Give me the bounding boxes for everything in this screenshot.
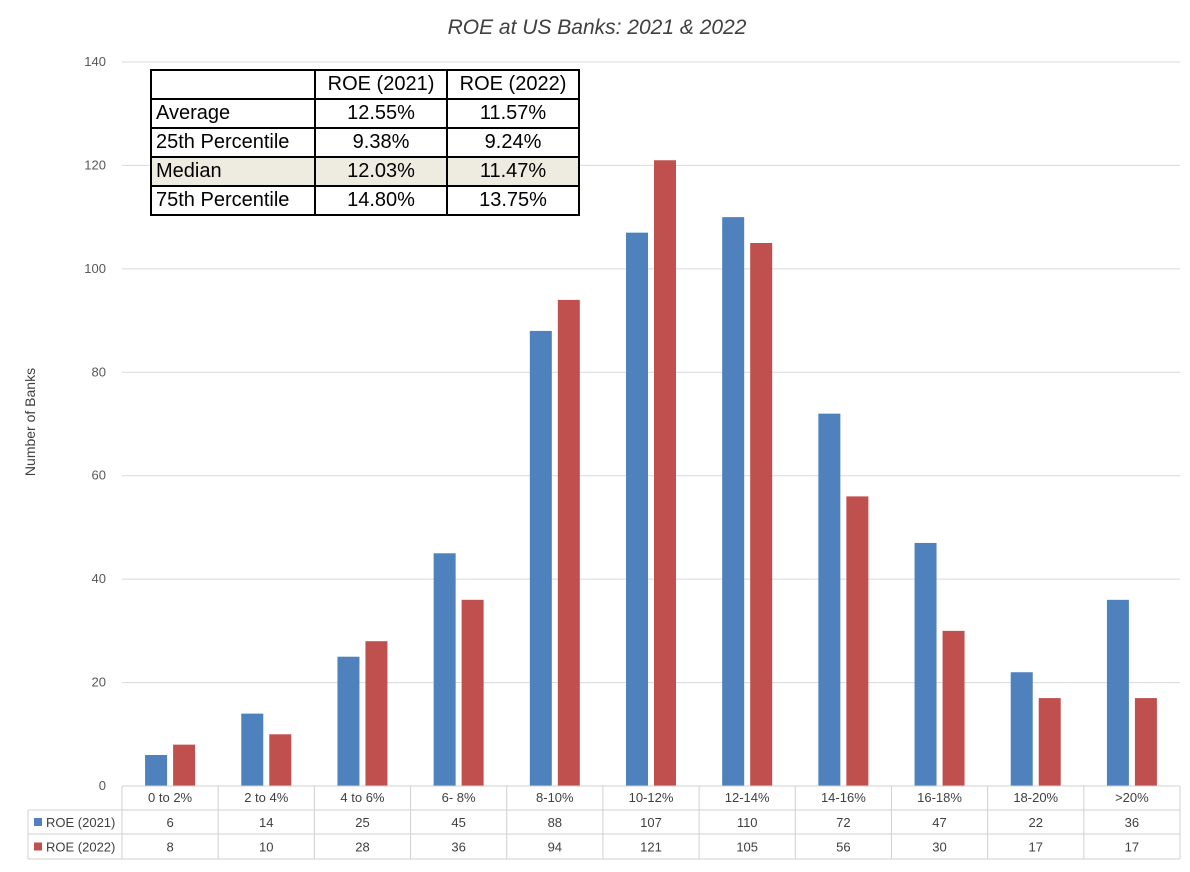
data-table-value: 8	[166, 840, 173, 855]
stats-row-median: Median 12.03% 11.47%	[150, 156, 580, 187]
legend-swatch-2022	[34, 842, 42, 851]
legend-swatch-2021	[34, 818, 42, 826]
data-table-value: 110	[737, 815, 758, 830]
bar-2021	[337, 656, 360, 786]
data-table-value: 10	[259, 840, 273, 855]
bar-2021	[1106, 599, 1129, 786]
x-tick-label: 10-12%	[629, 790, 674, 805]
y-tick-label: 80	[92, 364, 106, 379]
bar-2021	[529, 330, 552, 786]
stats-row-75th-percentile: 75th Percentile 14.80% 13.75%	[150, 185, 580, 216]
y-tick-label: 20	[92, 675, 106, 690]
bar-2022	[173, 744, 196, 786]
data-table-value: 45	[451, 815, 465, 830]
bar-2022	[654, 160, 676, 786]
stats-header-blank	[150, 69, 316, 100]
bar-2022	[1134, 698, 1157, 786]
data-table-value: 105	[736, 840, 758, 855]
stats-header-row: ROE (2021) ROE (2022)	[150, 69, 580, 100]
x-tick-label: >20%	[1115, 790, 1149, 805]
y-axis-label: Number of Banks	[22, 368, 38, 476]
data-table-value: 36	[451, 840, 465, 855]
bar-2021	[145, 754, 168, 786]
data-table-value: 30	[932, 840, 946, 855]
stats-value-2022: 11.57%	[446, 98, 580, 129]
bar-2022	[461, 599, 484, 786]
stats-value-2021: 9.38%	[314, 127, 448, 158]
x-tick-label: 8-10%	[536, 790, 574, 805]
data-table-value: 72	[836, 815, 850, 830]
data-table-value: 17	[1028, 840, 1042, 855]
data-table-value: 47	[932, 815, 946, 830]
roe-stats-table: ROE (2021) ROE (2022) Average 12.55% 11.…	[150, 69, 580, 216]
data-table-value: 56	[836, 840, 850, 855]
stats-value-2022: 9.24%	[446, 127, 580, 158]
x-tick-label: 14-16%	[821, 790, 866, 805]
stats-value-2021: 12.03%	[314, 156, 448, 187]
data-table-value: 6	[166, 815, 173, 830]
stats-header-2022: ROE (2022)	[446, 69, 580, 100]
data-table-value: 36	[1125, 815, 1139, 830]
stats-label: 75th Percentile	[150, 185, 316, 216]
stats-label: Median	[150, 156, 316, 187]
bar-2021	[1010, 672, 1033, 786]
x-tick-label: 0 to 2%	[148, 790, 193, 805]
stats-label: 25th Percentile	[150, 127, 316, 158]
stats-label: Average	[150, 98, 316, 129]
stats-value-2021: 12.55%	[314, 98, 448, 129]
data-table-value: 28	[355, 840, 369, 855]
bar-2022	[1038, 698, 1061, 786]
y-tick-label: 40	[92, 571, 106, 586]
bar-2021	[722, 217, 745, 787]
legend-label-2022: ROE (2022)	[46, 840, 115, 855]
x-tick-label: 16-18%	[917, 790, 962, 805]
data-table-value: 88	[548, 815, 562, 830]
data-table-value: 17	[1125, 840, 1139, 855]
x-tick-label: 12-14%	[725, 790, 770, 805]
y-tick-label: 100	[84, 261, 106, 276]
y-tick-label: 120	[84, 157, 106, 172]
bar-2022	[846, 496, 869, 786]
y-tick-label: 0	[99, 778, 106, 793]
x-tick-label: 2 to 4%	[244, 790, 289, 805]
chart-title: ROE at US Banks: 2021 & 2022	[448, 16, 747, 39]
stats-row-average: Average 12.55% 11.57%	[150, 98, 580, 129]
bar-2021	[241, 713, 264, 786]
bar-2022	[365, 641, 388, 786]
bar-2021	[626, 232, 648, 786]
x-tick-label: 18-20%	[1013, 790, 1058, 805]
data-table-value: 94	[548, 840, 562, 855]
y-tick-label: 140	[84, 54, 106, 69]
y-tick-label: 60	[92, 468, 106, 483]
stats-value-2021: 14.80%	[314, 185, 448, 216]
bar-2021	[914, 542, 937, 786]
stats-value-2022: 13.75%	[446, 185, 580, 216]
bar-2021	[433, 553, 456, 786]
stats-value-2022: 11.47%	[446, 156, 580, 187]
legend-label-2021: ROE (2021)	[46, 815, 115, 830]
bar-2021	[818, 413, 841, 786]
x-tick-label: 6- 8%	[442, 790, 476, 805]
stats-row-25th-percentile: 25th Percentile 9.38% 9.24%	[150, 127, 580, 158]
stats-header-2021: ROE (2021)	[314, 69, 448, 100]
bar-2022	[557, 299, 580, 786]
data-table-value: 107	[640, 815, 662, 830]
data-table-value: 121	[640, 840, 662, 855]
data-table-value: 25	[355, 815, 369, 830]
bar-2022	[750, 243, 773, 786]
data-table-value: 22	[1028, 815, 1042, 830]
bar-2022	[269, 734, 292, 786]
bar-2022	[942, 630, 965, 786]
data-table-value: 14	[259, 815, 273, 830]
x-tick-label: 4 to 6%	[340, 790, 385, 805]
